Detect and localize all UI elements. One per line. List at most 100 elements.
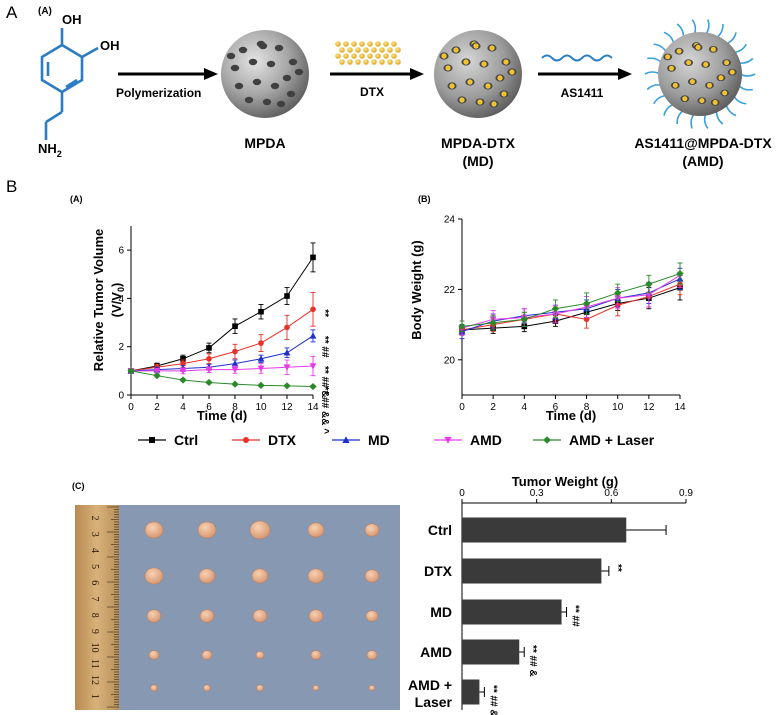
pore bbox=[274, 44, 284, 52]
significance-label: ** ## && ^ bbox=[319, 387, 330, 435]
tumor bbox=[144, 567, 164, 585]
pore bbox=[282, 74, 292, 82]
ruler-number: 5 bbox=[89, 564, 100, 569]
tumor bbox=[307, 568, 325, 584]
x-tick-label: 0.6 bbox=[604, 488, 618, 499]
tumor bbox=[249, 520, 271, 540]
data-point bbox=[444, 437, 452, 444]
data-point bbox=[243, 437, 249, 443]
drug-particle bbox=[387, 47, 393, 53]
data-point bbox=[309, 363, 317, 370]
drug-dot bbox=[686, 60, 692, 66]
drug-dot bbox=[449, 83, 455, 89]
drug-dot bbox=[441, 53, 447, 59]
data-point bbox=[520, 315, 528, 323]
data-point bbox=[206, 355, 212, 362]
legend-label: AMD bbox=[470, 432, 502, 448]
tumor bbox=[144, 521, 164, 539]
drug-particle bbox=[355, 47, 361, 53]
drug-particle bbox=[395, 59, 401, 65]
amd-label-line2: (AMD) bbox=[682, 153, 723, 169]
pore bbox=[248, 58, 258, 66]
tumor bbox=[255, 651, 265, 659]
significance-label: ** ## && ^ bbox=[487, 685, 498, 715]
ruler-number: 4 bbox=[89, 548, 100, 553]
md-label-line2: (MD) bbox=[462, 153, 493, 169]
category-label: AMD bbox=[420, 644, 452, 660]
tumor-volume-ylabel-unit: (V/V0) bbox=[109, 283, 126, 318]
category-label: Ctrl bbox=[428, 522, 452, 538]
drug-dot bbox=[676, 48, 682, 54]
drug-dot bbox=[689, 79, 695, 85]
data-point bbox=[342, 436, 350, 443]
drug-particle bbox=[375, 41, 381, 47]
aptamer-strand bbox=[733, 43, 747, 54]
hydroxyl-right-label: OH bbox=[100, 38, 120, 53]
bar bbox=[462, 639, 520, 665]
aptamer-strand bbox=[653, 94, 667, 105]
tumor-volume-chart: 0 2 4 6 8 10 12 14 0 2 4 6 ** ** ## ** ## &** ## && ^ bbox=[118, 226, 330, 434]
series-line-ctrl bbox=[130, 257, 314, 372]
bar bbox=[462, 517, 627, 543]
drug-particle bbox=[367, 53, 373, 59]
x-tick-label: 8 bbox=[232, 402, 238, 413]
tumor-volume-ylabel: Relative Tumor Volume bbox=[91, 229, 106, 372]
pore bbox=[226, 52, 236, 60]
bar bbox=[462, 679, 480, 705]
legend-label: AMD + Laser bbox=[569, 432, 655, 448]
series-line-amd bbox=[131, 365, 314, 372]
dopamine-structure bbox=[40, 28, 99, 140]
pore bbox=[234, 82, 244, 90]
drug-particle bbox=[359, 53, 365, 59]
data-point bbox=[206, 345, 212, 351]
drug-particle bbox=[379, 59, 385, 65]
aptamer-strand bbox=[676, 23, 685, 38]
arrow-polymerization bbox=[118, 68, 218, 80]
series-line-dtx bbox=[130, 308, 314, 372]
pore bbox=[262, 98, 272, 106]
tumor bbox=[365, 610, 379, 622]
step-dtx-label: DTX bbox=[360, 85, 384, 99]
legend-label: Ctrl bbox=[174, 432, 198, 448]
drug-particle bbox=[375, 53, 381, 59]
legend: Ctrl DTX MD AMD AMD + Laser bbox=[138, 432, 655, 448]
drug-dot bbox=[467, 79, 473, 85]
data-point bbox=[231, 366, 239, 374]
drug-dot bbox=[489, 45, 495, 51]
data-point bbox=[309, 382, 317, 391]
tumor bbox=[308, 609, 324, 623]
x-tick-label: 10 bbox=[612, 402, 624, 413]
drug-dot bbox=[491, 101, 497, 107]
ruler-number: 8 bbox=[89, 613, 100, 618]
drug-particle bbox=[343, 53, 349, 59]
drug-dot bbox=[669, 65, 674, 71]
significance-label: ** ## & bbox=[319, 366, 330, 398]
pore bbox=[270, 82, 280, 90]
pore bbox=[238, 46, 248, 54]
tumor-photo: 2 3 4 5 6 7 8 9 10 11 12 1 bbox=[75, 505, 400, 710]
data-point bbox=[232, 323, 238, 329]
drug-dot bbox=[699, 98, 705, 104]
data-point bbox=[179, 368, 187, 375]
tumor-volume-xlabel: Time (d) bbox=[197, 408, 247, 423]
drug-particle bbox=[359, 41, 365, 47]
ruler-number: 6 bbox=[89, 580, 100, 585]
x-tick-label: 6 bbox=[206, 402, 212, 413]
category-label: AMD + bbox=[408, 677, 452, 693]
tumor bbox=[146, 609, 162, 623]
tumor bbox=[310, 650, 322, 660]
aptamer-strand bbox=[738, 57, 754, 64]
data-point bbox=[258, 308, 264, 315]
amd-sphere bbox=[644, 19, 756, 129]
drug-particle bbox=[383, 41, 389, 47]
aptamer-strand bbox=[725, 104, 737, 117]
drug-dot bbox=[703, 62, 709, 67]
pore bbox=[252, 78, 262, 86]
arrow-dtx bbox=[330, 68, 424, 80]
y-tick-label: 2 bbox=[118, 342, 124, 353]
pore bbox=[230, 64, 240, 72]
drug-particle bbox=[363, 47, 369, 53]
pore bbox=[266, 60, 276, 68]
drug-dot bbox=[718, 75, 724, 81]
significance-label: ** bbox=[612, 564, 623, 572]
